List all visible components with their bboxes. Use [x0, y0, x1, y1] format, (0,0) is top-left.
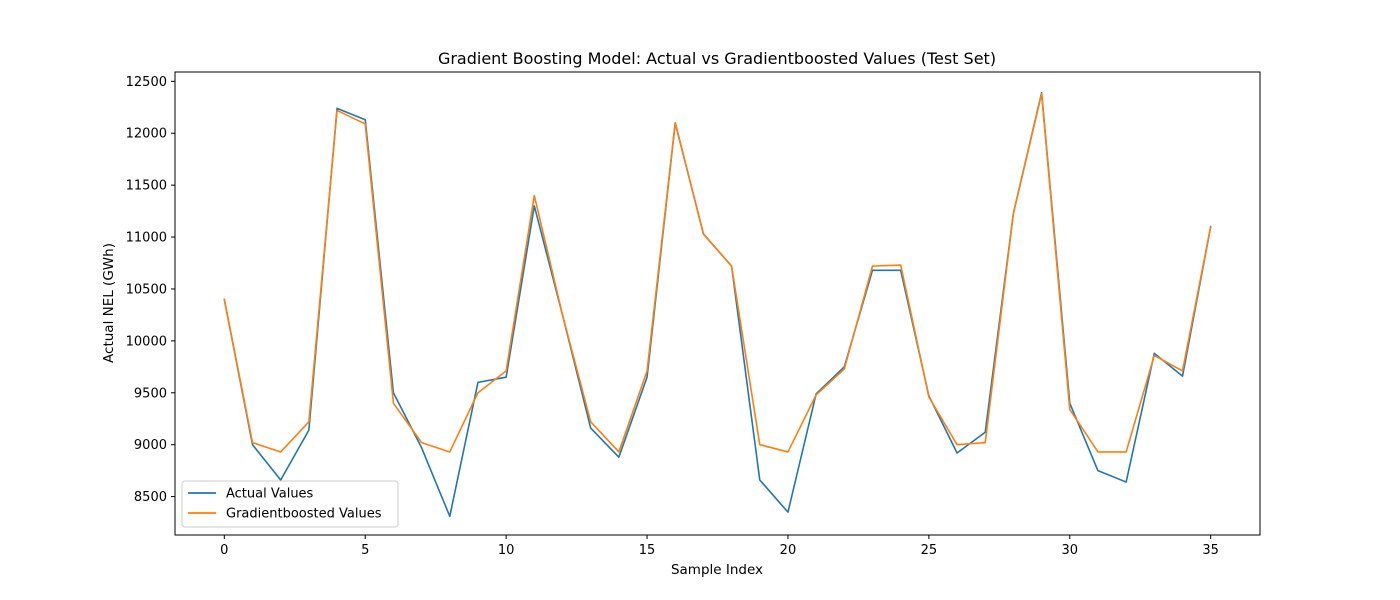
y-tick-label: 12000 [126, 127, 167, 142]
x-tick-label: 25 [921, 543, 938, 558]
plot-area [223, 91, 1212, 518]
x-tick-label: 15 [639, 543, 656, 558]
x-axis-label: Sample Index [671, 562, 763, 578]
y-tick-label: 8500 [134, 490, 167, 505]
x-tick-label: 10 [498, 543, 515, 558]
y-tick-label: 11000 [126, 231, 167, 246]
legend-box [181, 480, 399, 528]
y-tick-label: 10500 [126, 282, 167, 297]
legend-label-actual: Actual Values [226, 487, 314, 502]
plot-frame [174, 71, 1261, 536]
y-tick-label: 12500 [126, 75, 167, 90]
legend-label-gradientboosted: Gradientboosted Values [226, 507, 382, 522]
y-tick-label: 10000 [126, 334, 167, 349]
series-line-actual [223, 91, 1212, 518]
x-tick-label: 0 [220, 543, 228, 558]
x-tick-label: 30 [1061, 543, 1078, 558]
legend: Actual Values Gradientboosted Values [181, 480, 399, 528]
y-tick-label: 11500 [126, 179, 167, 194]
x-tick-label: 5 [361, 543, 369, 558]
chart-title: Gradient Boosting Model: Actual vs Gradi… [438, 49, 996, 68]
series-line-gradientboosted [223, 93, 1212, 453]
axes: 0 5 10 15 20 25 30 35 8500 9000 9500 10000 10500 1100… [126, 71, 1261, 558]
x-tick-label: 35 [1202, 543, 1219, 558]
x-tick-label: 20 [780, 543, 797, 558]
y-axis-label: Actual NEL (GWh) [101, 243, 117, 363]
y-tick-label: 9000 [134, 438, 167, 453]
y-tick-label: 9500 [134, 386, 167, 401]
